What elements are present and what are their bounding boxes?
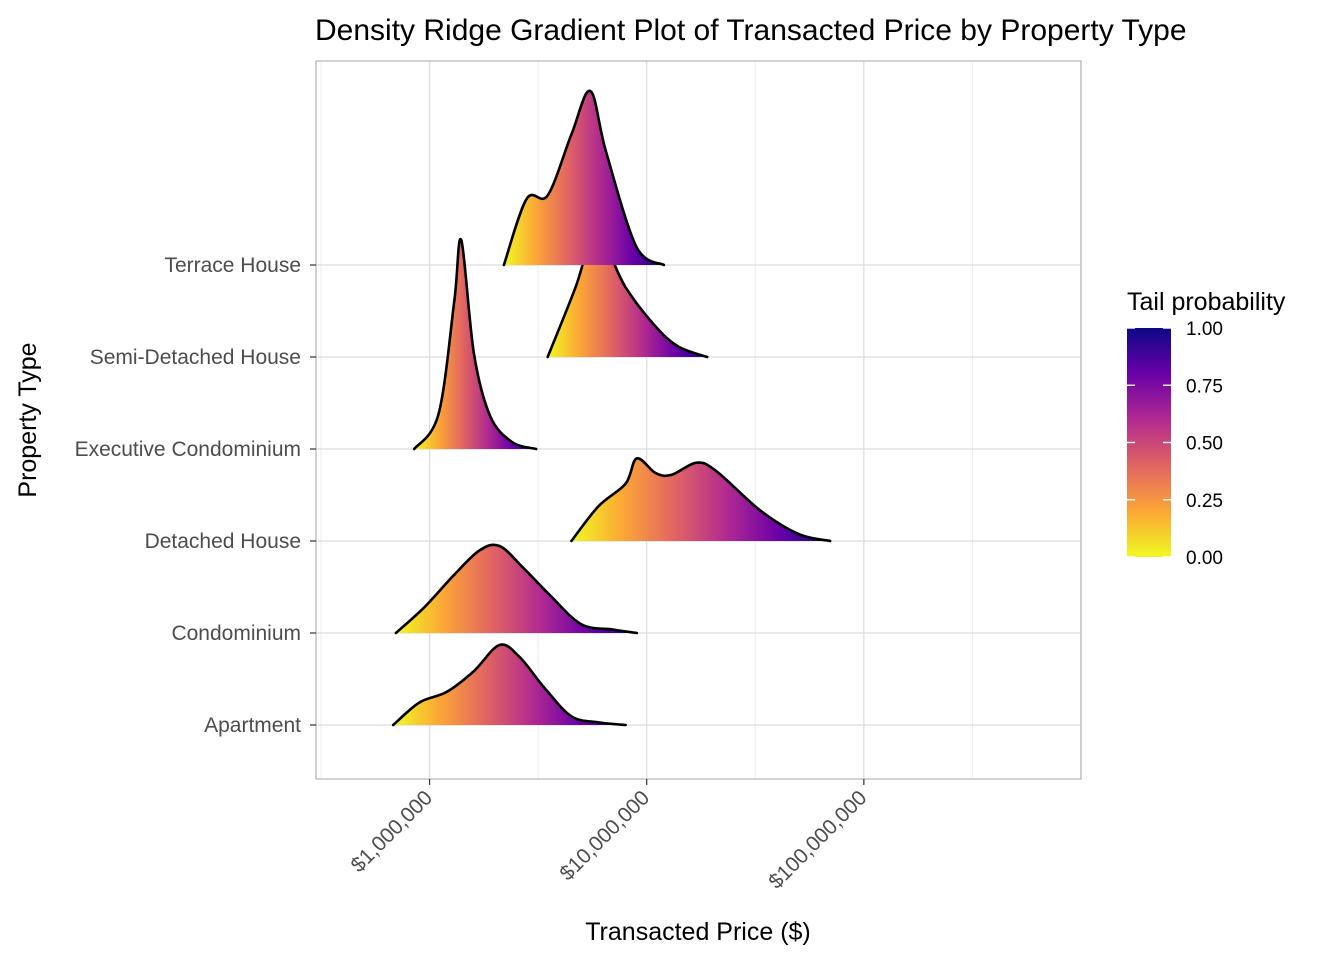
ridge-outline [570, 457, 832, 543]
y-axis-title: Property Type [14, 342, 42, 497]
ridge-outline [502, 89, 666, 267]
x-tick-label: $100,000,000 [764, 786, 871, 893]
ridge-apartment [391, 643, 627, 727]
x-axis-ticks: $1,000,000 $10,000,000 $100,000,000 [346, 779, 871, 893]
legend-tick-label: 0.50 [1186, 434, 1223, 455]
y-tick-label: Detached House [145, 530, 301, 553]
panel-border [315, 60, 1082, 780]
ridge-fill [393, 644, 626, 725]
x-axis-title: Transacted Price ($) [585, 918, 811, 946]
ridge-fill [395, 544, 637, 633]
x-tick-label: $10,000,000 [555, 786, 654, 885]
ridge-fill [547, 240, 708, 357]
ridge-terrace-house [502, 89, 666, 267]
density-ridges [391, 89, 832, 727]
y-tick-label: Semi-Detached House [90, 346, 301, 369]
ridge-outline [412, 237, 538, 451]
ridge-fill [503, 90, 664, 265]
chart-title: Density Ridge Gradient Plot of Transacte… [315, 14, 1187, 47]
y-axis-ticks: Apartment Condominium Detached House Execut… [75, 254, 316, 737]
legend-title: Tail probability [1127, 288, 1286, 316]
y-tick-label: Condominium [171, 622, 301, 645]
legend-tick-label: 0.75 [1186, 376, 1223, 397]
legend-tick-label: 0.00 [1186, 548, 1223, 569]
ridge-detached-house [570, 457, 832, 543]
legend: Tail probability 1.00 0.75 0.50 0.25 0.00 [1127, 288, 1286, 569]
x-tick-label: $1,000,000 [346, 786, 437, 877]
ridge-condominium [394, 543, 639, 635]
y-tick-label: Terrace House [164, 254, 301, 277]
legend-tick-label: 1.00 [1186, 319, 1223, 340]
legend-tick-label: 0.25 [1186, 491, 1223, 512]
y-tick-label: Apartment [204, 714, 301, 737]
ridge-outline [391, 643, 627, 727]
y-tick-label: Executive Condominium [75, 438, 301, 461]
ridge-fill [414, 239, 537, 449]
ridge-outline [394, 543, 639, 635]
ridge-executive-condominium [412, 237, 538, 451]
ridge-fill [571, 458, 831, 541]
gridlines [316, 61, 1082, 779]
